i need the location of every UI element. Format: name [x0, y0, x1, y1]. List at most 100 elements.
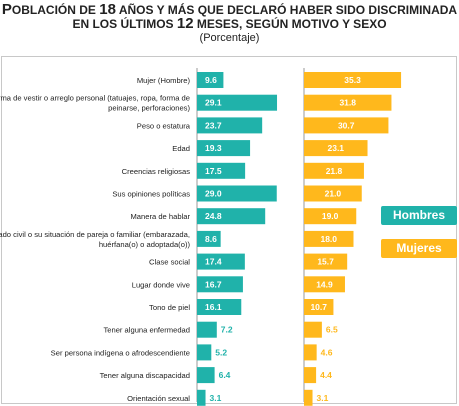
- bar-mujeres: [304, 230, 354, 247]
- bar-mujeres: [304, 162, 364, 179]
- category-label-line: Tener alguna enfermedad: [103, 326, 190, 335]
- value-label-mujeres: 30.7: [338, 120, 355, 130]
- chart-title: POBLACIÓN DE 18 AÑOS Y MÁS QUE DECLARÓ H…: [0, 1, 459, 32]
- chart-title-line-2: EN LOS ÚLTIMOS 12 MESES, SEGÚN MOTIVO Y …: [0, 15, 459, 32]
- bar-hombres: [197, 94, 278, 111]
- value-label-mujeres: 19.0: [322, 211, 339, 221]
- bar-hombres: [197, 253, 245, 270]
- category-label-line: Clase social: [149, 258, 190, 267]
- category-label-line: Peso o estatura: [137, 121, 191, 130]
- bar-mujeres: [304, 389, 313, 406]
- title-number: 12: [176, 15, 194, 32]
- bar-hombres: [197, 367, 215, 384]
- bar-mujeres: [304, 299, 334, 315]
- category-label-line: Estado civil o su situación de pareja o …: [0, 230, 190, 239]
- category-label: Clase social: [149, 258, 190, 267]
- title-part: EN LOS ÚLTIMOS: [72, 17, 177, 31]
- title-number: 18: [99, 1, 116, 18]
- value-label-mujeres: 18.0: [320, 234, 337, 244]
- category-label-line: Edad: [172, 144, 190, 153]
- value-label-hombres: 16.7: [205, 279, 222, 289]
- value-label-mujeres: 4.6: [321, 347, 333, 357]
- category-label-line: Tono de piel: [149, 303, 190, 312]
- value-label-mujeres: 21.8: [326, 166, 343, 176]
- category-label-line: Forma de vestir o arreglo personal (tatu…: [0, 94, 190, 103]
- value-label-hombres: 19.3: [205, 143, 222, 153]
- category-label: Estado civil o su situación de pareja o …: [0, 230, 190, 249]
- bar-hombres: [197, 72, 224, 88]
- title-part: OBLACIÓN DE: [11, 3, 100, 17]
- chart-title-line-1: POBLACIÓN DE 18 AÑOS Y MÁS QUE DECLARÓ H…: [0, 1, 459, 18]
- legend-hombres: Hombres: [381, 206, 457, 225]
- value-label-hombres: 3.1: [210, 393, 222, 403]
- title-part: MESES, SEGÚN MOTIVO Y SEXO: [193, 17, 387, 31]
- category-label: Lugar donde vive: [132, 280, 190, 289]
- chart-subtitle: (Porcentaje): [199, 32, 260, 44]
- bar-hombres: [197, 344, 212, 361]
- value-label-hombres: 8.6: [205, 234, 217, 244]
- value-label-hombres: 9.6: [205, 75, 217, 85]
- legend-mujeres: Mujeres: [381, 239, 457, 258]
- category-label: Tono de piel: [149, 303, 190, 312]
- value-label-hombres: 24.8: [205, 211, 222, 221]
- category-label: Creencias religiosas: [122, 167, 191, 176]
- value-label-mujeres: 4.4: [320, 370, 332, 380]
- bar-hombres: [197, 321, 217, 338]
- chart-frame: [1, 56, 457, 404]
- bar-mujeres: [304, 276, 345, 293]
- value-label-mujeres: 6.5: [326, 325, 338, 335]
- bar-hombres: [197, 208, 266, 225]
- category-label-line: Creencias religiosas: [122, 167, 191, 176]
- value-label-mujeres: 3.1: [317, 393, 329, 403]
- value-label-mujeres: 35.3: [344, 75, 361, 85]
- category-label-line: Tener alguna discapacidad: [100, 371, 190, 380]
- category-label-line: peinarse, perforaciones): [108, 104, 190, 113]
- value-label-hombres: 23.7: [205, 120, 222, 130]
- value-label-hombres: 29.1: [205, 98, 222, 108]
- category-label: Tener alguna enfermedad: [103, 326, 190, 335]
- bar-hombres: [197, 162, 246, 179]
- category-label-line: Lugar donde vive: [132, 280, 190, 289]
- category-label: Ser persona indígena o afrodescendiente: [51, 348, 190, 357]
- bar-hombres: [197, 276, 243, 293]
- title-initial: P: [1, 1, 12, 18]
- category-label: Mujer (Hombre): [137, 76, 191, 85]
- value-label-mujeres: 14.9: [316, 279, 333, 289]
- category-label: Peso o estatura: [137, 121, 191, 130]
- value-label-hombres: 29.0: [205, 189, 222, 199]
- category-label: Tener alguna discapacidad: [100, 371, 190, 380]
- category-label-line: Ser persona indígena o afrodescendiente: [51, 348, 190, 357]
- bar-mujeres: [304, 94, 392, 111]
- bar-mujeres: [304, 72, 402, 88]
- bar-mujeres: [304, 253, 348, 270]
- value-label-hombres: 17.4: [205, 257, 222, 267]
- value-label-hombres: 5.2: [215, 347, 227, 357]
- bar-mujeres: [304, 208, 357, 225]
- value-label-hombres: 7.2: [221, 325, 233, 335]
- bar-mujeres: [304, 367, 317, 384]
- value-label-hombres: 17.5: [205, 166, 222, 176]
- category-label-line: Orientación sexual: [127, 394, 190, 403]
- bar-hombres: [197, 230, 221, 247]
- bar-hombres: [197, 389, 206, 406]
- value-label-mujeres: 21.0: [325, 189, 342, 199]
- bar-mujeres: [304, 321, 322, 338]
- bar-mujeres: [304, 185, 362, 202]
- category-label-line: Manera de hablar: [130, 212, 190, 221]
- title-part: AÑOS Y MÁS QUE DECLARÓ HABER SIDO DISCRI…: [115, 3, 458, 17]
- category-label: Edad: [172, 144, 190, 153]
- category-label: Forma de vestir o arreglo personal (tatu…: [0, 94, 190, 113]
- bar-mujeres: [304, 117, 389, 134]
- category-label-line: huérfana(o) o adoptada(o)): [99, 240, 191, 249]
- bar-mujeres: [304, 344, 317, 361]
- category-label-line: Mujer (Hombre): [137, 76, 191, 85]
- category-label: Orientación sexual: [127, 394, 190, 403]
- bar-hombres: [197, 185, 277, 202]
- bar-hombres: [197, 299, 242, 315]
- value-label-hombres: 6.4: [219, 370, 231, 380]
- category-label-line: Sus opiniones políticas: [112, 190, 190, 199]
- bar-hombres: [197, 140, 251, 157]
- value-label-mujeres: 15.7: [317, 257, 334, 267]
- bar-mujeres: [304, 140, 368, 157]
- value-label-hombres: 16.1: [205, 302, 222, 312]
